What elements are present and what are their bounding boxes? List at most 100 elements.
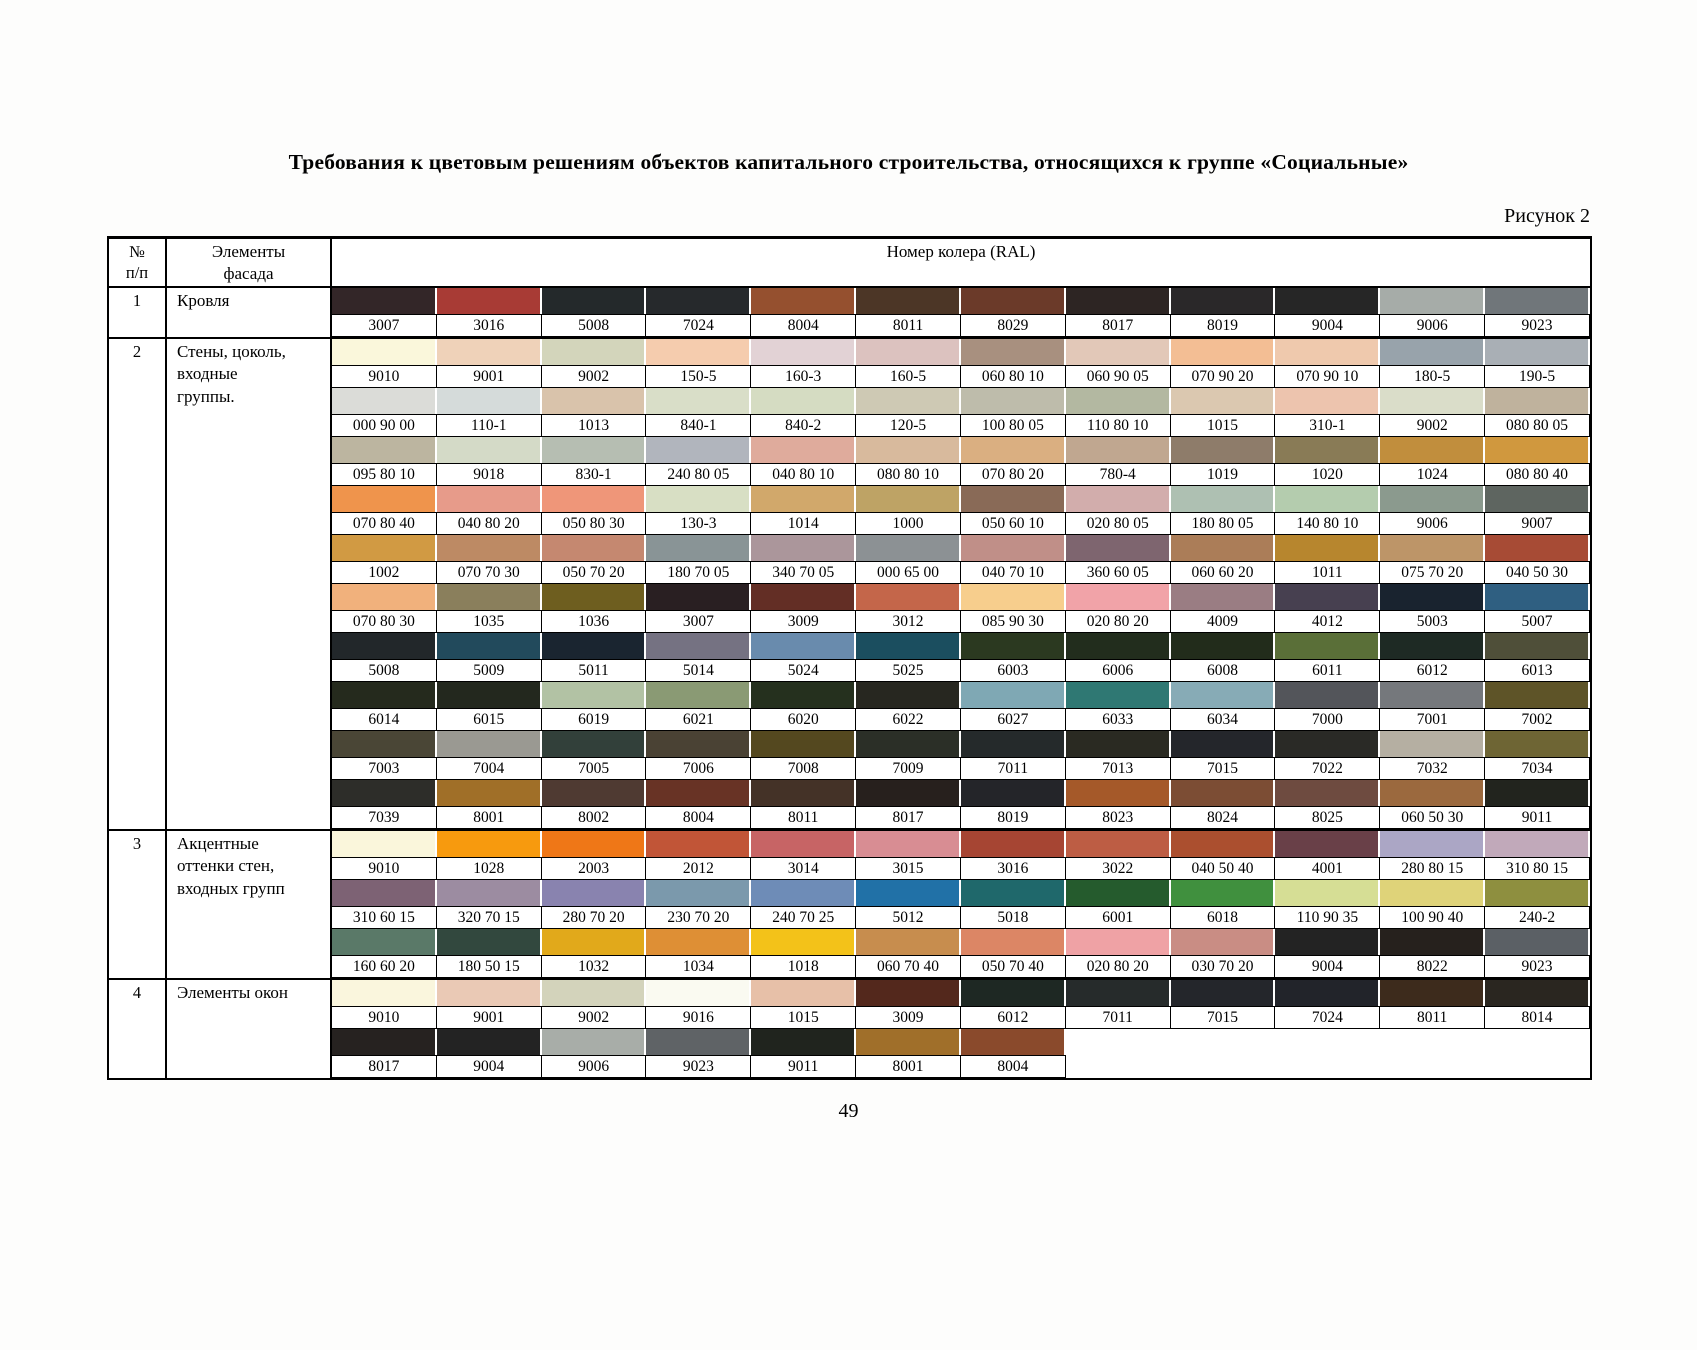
color-code: 120-5 [856,413,961,437]
color-swatch [436,879,542,906]
color-code: 5014 [646,658,752,682]
color-swatch [1065,879,1171,906]
color-swatch [541,436,647,463]
color-swatch [751,583,857,610]
code-strip: 310 60 15 320 70 15 280 70 20 230 70 20 240 … [332,905,1590,929]
color-swatch [1485,534,1590,561]
swatch-strip [332,1028,1590,1055]
color-swatch [646,681,752,708]
color-code: 6013 [1485,658,1590,682]
color-swatch [751,287,857,314]
color-groups: 9010 1028 2003 2012 3014 3015 3016 3022 040 50 4… [332,830,1590,978]
color-swatch [332,632,437,659]
table-row: 4 Элементы окон 9010 9001 9002 9016 1015 3009 60… [109,979,1590,1078]
color-code: 1015 [751,1005,857,1029]
document-page: Требования к цветовым решениям объектов … [0,150,1697,1123]
color-swatch [1380,485,1486,512]
color-swatch [1065,681,1171,708]
color-group: 095 80 10 9018 830-1 240 80 05 040 80 10 080 … [332,436,1590,486]
color-swatch [541,928,647,955]
color-swatch [960,583,1066,610]
color-code: 5003 [1380,609,1486,633]
color-code: 1036 [541,609,647,633]
color-code: 8001 [856,1054,961,1078]
color-swatch [646,436,752,463]
color-code: 030 70 20 [1170,954,1276,978]
color-code: 6012 [1380,658,1486,682]
color-code: 075 70 20 [1380,560,1486,584]
color-code: 9018 [436,462,542,486]
color-swatch [1380,287,1486,314]
color-code: 070 80 20 [960,462,1066,486]
color-swatch [1380,583,1486,610]
color-swatch [646,583,752,610]
color-code: 8001 [436,805,542,829]
color-swatch [856,730,961,757]
color-code: 5008 [541,313,647,337]
color-swatch [856,830,961,857]
color-code: 4001 [1275,856,1381,880]
color-code: 100 90 40 [1380,905,1486,929]
color-swatch [1170,287,1276,314]
color-swatch [332,485,437,512]
color-code: 070 90 20 [1170,364,1276,388]
color-swatch [751,1028,857,1055]
color-swatch [646,485,752,512]
color-code: 6012 [960,1005,1066,1029]
color-swatch [1380,779,1486,806]
color-swatch [856,338,961,365]
color-swatch [1275,534,1381,561]
color-swatch [1065,979,1171,1006]
color-code: 840-1 [646,413,752,437]
color-code: 020 80 05 [1065,511,1171,535]
color-swatch [332,1028,437,1055]
color-swatch [646,979,752,1006]
color-code: 6008 [1170,658,1276,682]
color-code: 1024 [1380,462,1486,486]
color-swatch [332,583,437,610]
color-swatch [436,928,542,955]
color-code: 320 70 15 [436,905,542,929]
color-swatch [436,730,542,757]
color-swatch [1275,387,1381,414]
color-swatch [646,879,752,906]
color-swatch [436,1028,542,1055]
color-code: 9006 [541,1054,647,1078]
color-swatch [1275,979,1381,1006]
color-code: 180 70 05 [646,560,752,584]
color-swatch [1485,287,1590,314]
color-swatch [856,1028,961,1055]
color-swatch [646,830,752,857]
swatch-strip [332,879,1590,906]
color-code: 240 80 05 [646,462,752,486]
color-swatch [751,681,857,708]
color-code: 1015 [1170,413,1276,437]
color-code: 080 80 10 [856,462,961,486]
facade-element-label: Акцентные оттенки стен, входных групп [167,830,332,978]
color-swatch [646,287,752,314]
color-group: 070 80 40 040 80 20 050 80 30 130-3 1014 1000… [332,485,1590,535]
color-swatch [1380,338,1486,365]
color-swatch [1275,338,1381,365]
color-code: 7022 [1275,756,1381,780]
color-code: 6022 [856,707,961,731]
color-swatch [332,681,437,708]
color-swatch [751,485,857,512]
color-swatch [541,632,647,659]
color-code: 6020 [751,707,857,731]
color-code: 020 80 20 [1065,609,1171,633]
color-code: 095 80 10 [332,462,437,486]
code-strip: 9010 9001 9002 150-5 160-3 160-5 060 80 10 060 … [332,364,1590,388]
color-code: 8029 [960,313,1066,337]
color-swatch [751,830,857,857]
color-swatch [541,979,647,1006]
color-swatch [856,681,961,708]
color-swatch [1170,830,1276,857]
color-code: 7013 [1065,756,1171,780]
color-code: 040 80 20 [436,511,542,535]
color-code: 1020 [1275,462,1381,486]
color-code: 5007 [1485,609,1590,633]
color-swatch [960,779,1066,806]
color-swatch [751,730,857,757]
color-code: 040 50 30 [1485,560,1590,584]
